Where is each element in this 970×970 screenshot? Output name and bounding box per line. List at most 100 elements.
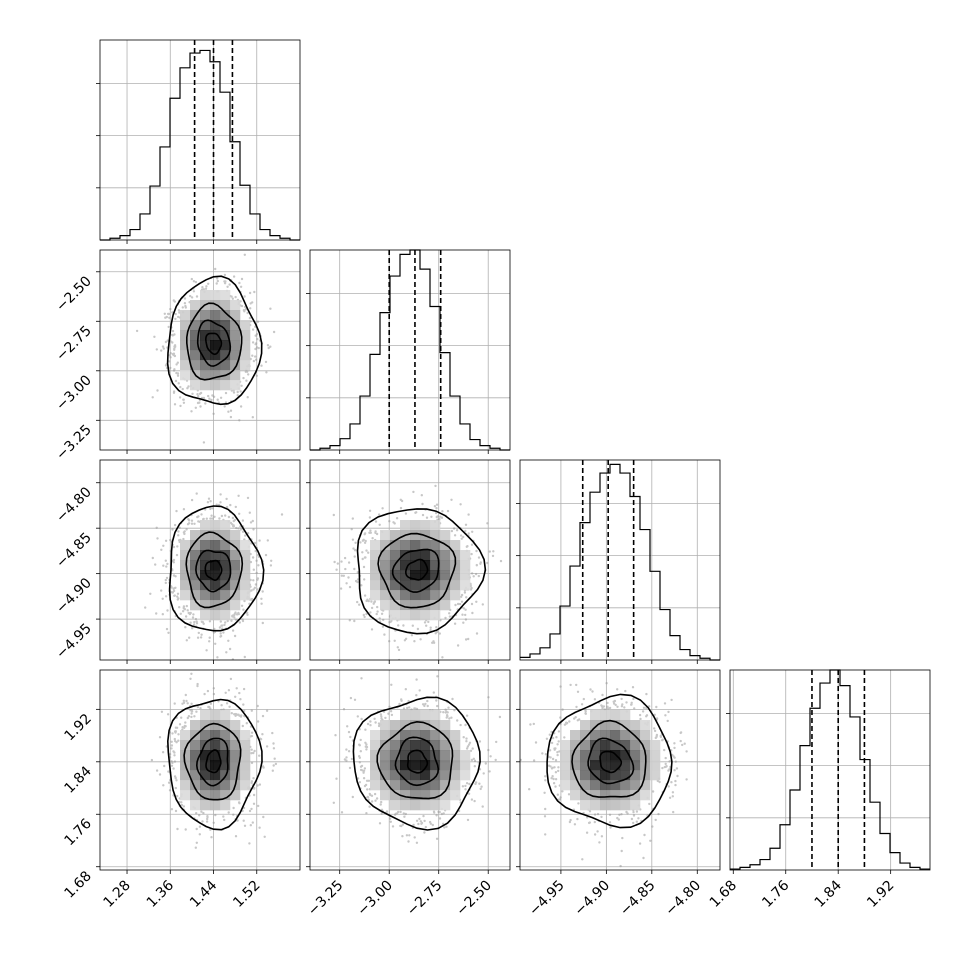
density-cell <box>210 550 221 561</box>
x-tick-label: 1.68 <box>707 878 740 911</box>
density-cell <box>230 750 241 761</box>
density-cell <box>240 590 251 601</box>
density-cell <box>410 800 421 811</box>
density-cell <box>420 600 431 611</box>
density-cell <box>220 550 231 561</box>
density-cell <box>640 730 651 741</box>
contour-line <box>376 720 454 800</box>
x-tick-label: −3.25 <box>305 878 347 920</box>
panel-content <box>100 250 300 450</box>
density-cell <box>580 760 591 771</box>
density-cell <box>560 780 571 791</box>
density-cell <box>610 760 621 771</box>
density-cell <box>220 320 231 331</box>
density-cell <box>200 580 211 591</box>
density-cell <box>190 360 201 371</box>
density-cell <box>390 610 401 621</box>
contour-line <box>406 749 429 774</box>
density-cell <box>440 720 451 731</box>
density-cell <box>590 710 601 721</box>
density-cell <box>430 790 441 801</box>
axes-frame <box>99 459 301 661</box>
density-cell <box>190 300 201 311</box>
density-cell <box>230 340 241 351</box>
density-cell <box>190 590 201 601</box>
density-cell <box>440 590 451 601</box>
density-cell <box>400 720 411 731</box>
density-cell <box>370 780 381 791</box>
density-cell <box>390 600 401 611</box>
density-cell <box>190 740 201 751</box>
density-cell <box>220 530 231 541</box>
density-cell <box>600 800 611 811</box>
density-cell <box>200 770 211 781</box>
density-cell <box>230 540 241 551</box>
density-cell <box>370 590 381 601</box>
density-cell <box>430 760 441 771</box>
density-cell <box>220 710 231 721</box>
density-cell <box>430 780 441 791</box>
density-cell <box>410 600 421 611</box>
y-tick-label: 1.92 <box>61 711 94 744</box>
density-cell <box>190 540 201 551</box>
density-cell <box>570 790 581 801</box>
density-cell <box>620 720 631 731</box>
density-cell <box>380 760 391 771</box>
density-cell <box>220 340 231 351</box>
density-cell <box>610 710 621 721</box>
panel-content <box>100 670 300 870</box>
density-cell <box>650 760 661 771</box>
density-cell <box>190 350 201 361</box>
density-cell <box>380 560 391 571</box>
density-cell <box>640 720 651 731</box>
density-cell <box>620 730 631 741</box>
density-cell <box>420 750 431 761</box>
density-cell <box>620 790 631 801</box>
density-cell <box>580 780 591 791</box>
density-cell <box>620 760 631 771</box>
density-panel-3-0 <box>96 669 301 874</box>
density-cell <box>230 590 241 601</box>
density-cell <box>630 770 641 781</box>
contour-line <box>394 736 440 787</box>
y-tick-label: −4.80 <box>53 484 95 526</box>
histogram-steps <box>730 669 930 870</box>
density-cell <box>230 300 241 311</box>
density-cell <box>180 330 191 341</box>
density-cell <box>370 550 381 561</box>
density-cell <box>460 760 471 771</box>
density-cell <box>390 750 401 761</box>
density-cell <box>220 350 231 361</box>
density-cell <box>380 540 391 551</box>
density-cell <box>230 370 241 381</box>
density-cell <box>210 350 221 361</box>
density-cell <box>380 590 391 601</box>
density-cell <box>200 380 211 391</box>
density-cell <box>460 550 471 561</box>
density-cell <box>180 570 191 581</box>
density-cell <box>230 790 241 801</box>
density-cell <box>180 580 191 591</box>
y-tick-label: −4.95 <box>53 621 95 663</box>
density-cell <box>410 740 421 751</box>
density-cell <box>620 740 631 751</box>
density-cell <box>190 600 201 611</box>
density-cell <box>420 780 431 791</box>
contour-line <box>204 559 223 582</box>
density-cell <box>200 570 211 581</box>
density-cell <box>430 580 441 591</box>
density-cell <box>380 790 391 801</box>
density-cell <box>180 540 191 551</box>
density-cell <box>200 530 211 541</box>
density-cell <box>180 310 191 321</box>
contour-line <box>195 549 232 593</box>
density-cell <box>460 750 471 761</box>
density-cell <box>180 350 191 361</box>
density-cell <box>370 760 381 771</box>
density-cell <box>580 730 591 741</box>
density-cell <box>180 340 191 351</box>
density-cell <box>460 580 471 591</box>
density-cell <box>420 730 431 741</box>
density-cell <box>430 530 441 541</box>
density-cell <box>440 780 451 791</box>
